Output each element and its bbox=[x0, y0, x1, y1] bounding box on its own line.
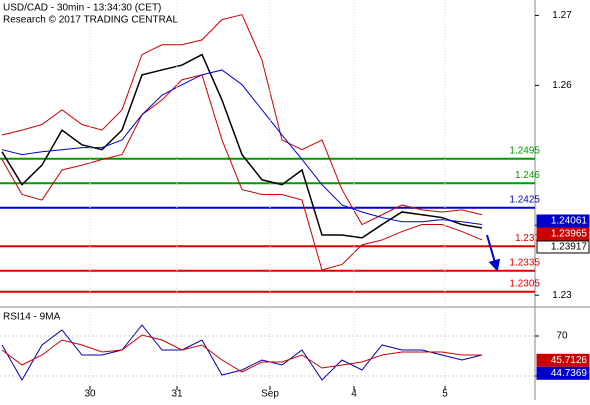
level-label: 1.2305 bbox=[509, 278, 540, 289]
level-label: 1.2495 bbox=[509, 145, 540, 156]
y-tick-label: 1.23 bbox=[552, 290, 572, 301]
x-tick-label: 4 bbox=[351, 389, 357, 400]
series-line bbox=[1, 53, 483, 239]
level-label: 1.237 bbox=[515, 233, 540, 244]
price-tag bbox=[536, 366, 590, 380]
series-line bbox=[1, 74, 483, 271]
price-tag-label: 1.24061 bbox=[551, 216, 588, 227]
chart-subtitle: Research © 2017 TRADING CENTRAL bbox=[3, 15, 178, 26]
x-tick-label: Sep bbox=[261, 389, 279, 400]
series-line bbox=[1, 14, 483, 226]
series-line bbox=[1, 69, 483, 226]
y-tick-label: 70 bbox=[556, 331, 568, 342]
series-line bbox=[1, 334, 482, 373]
x-tick-label: 31 bbox=[171, 389, 183, 400]
x-tick-label: 30 bbox=[84, 389, 96, 400]
y-tick-label: 1.27 bbox=[552, 10, 572, 21]
series-line bbox=[1, 324, 483, 382]
trend-arrow bbox=[486, 234, 501, 272]
price-tag bbox=[536, 227, 590, 241]
x-tick-label: 5 bbox=[442, 389, 448, 400]
price-tag-label: 1.23917 bbox=[551, 242, 588, 253]
y-tick-label: 1.26 bbox=[552, 80, 572, 91]
chart-title: USD/CAD - 30min - 13:34:30 (CET) bbox=[3, 3, 161, 14]
price-tag-label: 1.23965 bbox=[551, 229, 588, 240]
rsi-title: RSI14 - 9MA bbox=[3, 312, 61, 323]
level-label: 1.246 bbox=[515, 170, 540, 181]
level-label: 1.2335 bbox=[509, 257, 540, 268]
price-tag bbox=[536, 240, 590, 254]
price-tag bbox=[536, 214, 590, 228]
price-tag-label: 44.7369 bbox=[551, 368, 588, 379]
level-label: 1.2425 bbox=[509, 194, 540, 205]
price-tag bbox=[536, 353, 590, 367]
price-tag-label: 45.7126 bbox=[551, 355, 588, 366]
